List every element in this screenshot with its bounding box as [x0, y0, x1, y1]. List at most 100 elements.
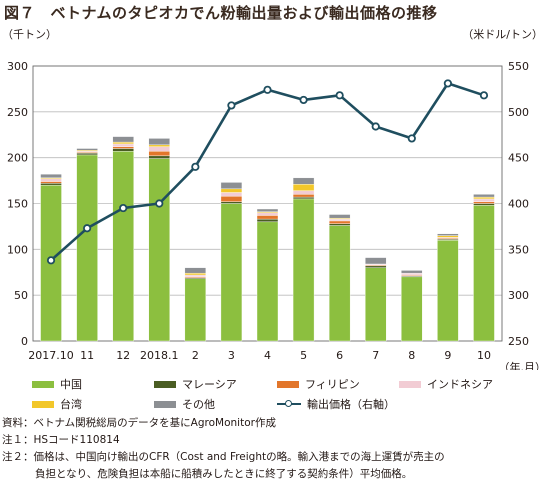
legend-swatch-philippines [277, 380, 299, 388]
chart-title: 図７ ベトナムのタピオカでん粉輸出量および輸出価格の推移 [4, 4, 438, 22]
price-point [407, 134, 416, 143]
bar-segment [40, 173, 62, 179]
legend: 中国 マレーシア フィリピン インドネシア 台湾 その他 輸出価格（右軸） [32, 372, 542, 412]
note-1-label: 注１： [2, 434, 34, 446]
price-point [155, 199, 164, 208]
legend-item-other: その他 [154, 396, 215, 412]
bar-segment [437, 235, 459, 238]
left-axis-unit: （千トン） [2, 28, 57, 41]
bar-segment [220, 195, 243, 202]
bar-segment [112, 146, 134, 149]
bar-segment [401, 272, 423, 276]
legend-item-indonesia: インドネシア [399, 376, 493, 392]
price-point [119, 203, 128, 213]
legend-label-china: 中国 [60, 378, 82, 391]
price-point [227, 101, 236, 110]
bar-segment [292, 194, 315, 198]
price-point [479, 91, 489, 100]
note-2-text-line1: 価格は、中国向け輸出のCFR（Cost and Freightの略。輸入港までの… [33, 451, 445, 463]
bar-segment [292, 196, 315, 200]
bar-segment [76, 154, 98, 342]
y-right-tick-label: 300 [508, 289, 529, 302]
y-right-tick-label: 350 [508, 243, 529, 256]
bar-segment [148, 151, 170, 157]
y-left-tick-label: 0 [21, 335, 28, 348]
legend-label-indonesia: インドネシア [427, 378, 493, 391]
note-2-label: 注２： [2, 451, 34, 463]
price-point [299, 95, 308, 105]
bar-segment [256, 218, 279, 223]
bar-segment [365, 265, 387, 268]
bar-segment [365, 267, 387, 342]
note-source: 資料： ベトナム関税総局のデータを基にAgroMonitor作成 [2, 415, 547, 432]
bar-segment [256, 212, 279, 216]
bar-segment [220, 203, 243, 342]
x-tick-label: 2017.10 [28, 349, 74, 362]
note-source-text: ベトナム関税総局のデータを基にAgroMonitor作成 [33, 417, 276, 429]
price-point [371, 122, 380, 131]
bar-segment [473, 203, 495, 206]
price-point [83, 224, 92, 233]
bar-segment [401, 276, 423, 342]
bar-segment [112, 136, 134, 143]
y-right-tick-label: 400 [508, 198, 529, 211]
price-point [263, 85, 272, 94]
legend-item-price: 輸出価格（右軸） [277, 396, 395, 412]
bar-segment [220, 188, 243, 193]
bar-segment [328, 218, 351, 222]
legend-line-marker-icon [277, 400, 301, 408]
right-axis-unit: （米ドル/トン） [462, 28, 543, 41]
y-left-tick-label: 100 [7, 243, 28, 256]
bar-segment [220, 192, 243, 197]
legend-label-price: 輸出価格（右軸） [307, 398, 395, 411]
x-tick-label: 8 [408, 349, 415, 362]
bar-segment [220, 201, 243, 204]
x-axis-unit: （年.月） [499, 360, 547, 370]
bar-segment [256, 208, 279, 212]
legend-swatch-indonesia [399, 380, 421, 388]
bar-segment [292, 198, 315, 342]
bar-segment [40, 178, 62, 182]
bar-segment [328, 220, 351, 224]
bar-segment [148, 155, 170, 159]
bar-segment [328, 225, 351, 342]
bar-segment [220, 182, 243, 190]
bar-segment [112, 151, 134, 342]
bar-segment [437, 233, 459, 236]
bar-segment [292, 184, 315, 191]
legend-item-malaysia: マレーシア [154, 376, 237, 392]
bar-segment [112, 143, 134, 147]
y-left-tick-label: 300 [7, 60, 28, 73]
bar-segment [256, 221, 279, 342]
bar-segment [292, 177, 315, 185]
price-point [191, 162, 200, 171]
bar-segment [76, 152, 98, 156]
x-tick-label: 3 [228, 349, 235, 362]
bar-segment [40, 181, 62, 184]
note-1-text: HSコード110814 [33, 434, 120, 446]
bar-segment [40, 183, 62, 186]
legend-item-philippines: フィリピン [277, 376, 360, 392]
bar-segment [184, 274, 207, 278]
bar-segment [292, 190, 315, 195]
legend-swatch-malaysia [154, 380, 176, 388]
x-tick-label: 10 [477, 349, 491, 362]
legend-item-taiwan: 台湾 [32, 396, 82, 412]
legend-swatch-other [154, 400, 176, 408]
x-tick-label: 6 [336, 349, 343, 362]
bar-segment [184, 272, 207, 276]
bar-segment [437, 239, 459, 342]
bar-segment [184, 267, 207, 274]
legend-swatch-taiwan [32, 400, 54, 408]
note-2-text-line2: 負担となり、危険負担は本船に船積みしたときに終了する契約条件）平均価格。 [35, 468, 413, 480]
legend-label-philippines: フィリピン [305, 378, 360, 391]
legend-item-china: 中国 [32, 376, 82, 392]
note-1: 注１： HSコード110814 [2, 432, 547, 449]
bar-segment [365, 257, 387, 265]
bar-segment [76, 148, 98, 151]
x-tick-label: 2018.1 [140, 349, 179, 362]
bar-segment [473, 198, 495, 202]
x-tick-label: 7 [372, 349, 379, 362]
bar-segment [148, 138, 170, 146]
bar-segment [473, 194, 495, 198]
